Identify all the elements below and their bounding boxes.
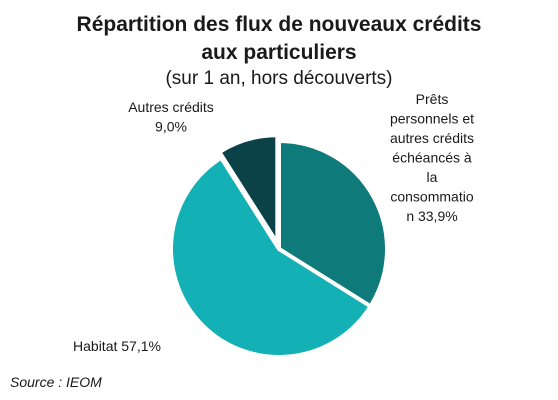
slice-label-3: Autres crédits 9,0% — [128, 99, 214, 135]
pie-slice-3 — [217, 133, 280, 246]
slice-label-3-line-2: 9,0% — [155, 119, 187, 135]
chart-title: Répartition des flux de nouveaux crédits… — [77, 13, 482, 64]
slice-label-1-line-5: la — [427, 169, 438, 185]
slice-label-1: Prêts personnels et autres crédits échéancé… — [390, 91, 474, 224]
pie-slices — [169, 133, 389, 359]
slice-label-2-line-1: Habitat 57,1% — [73, 338, 161, 354]
slice-label-1-line-7: n 33,9% — [406, 208, 457, 224]
chart-title-line-2: aux particuliers — [201, 41, 356, 64]
slice-label-3-line-1: Autres crédits — [128, 99, 214, 115]
slice-label-1-line-2: personnels et — [390, 111, 474, 127]
chart-subtitle: (sur 1 an, hors découverts) — [165, 68, 392, 89]
chart-title-line-1: Répartition des flux de nouveaux crédits — [77, 13, 482, 36]
pie-labels: Prêts personnels et autres crédits échéancé… — [73, 91, 474, 354]
slice-label-1-line-4: échéancés à — [392, 150, 472, 166]
slice-label-1-line-3: autres crédits — [390, 130, 474, 146]
slice-label-1-line-1: Prêts — [416, 91, 449, 107]
slice-label-1-line-6: consommatio — [390, 189, 473, 205]
slice-label-2: Habitat 57,1% — [73, 338, 161, 354]
source-note: Source : IEOM — [10, 374, 102, 390]
pie-slice-2 — [169, 155, 373, 359]
